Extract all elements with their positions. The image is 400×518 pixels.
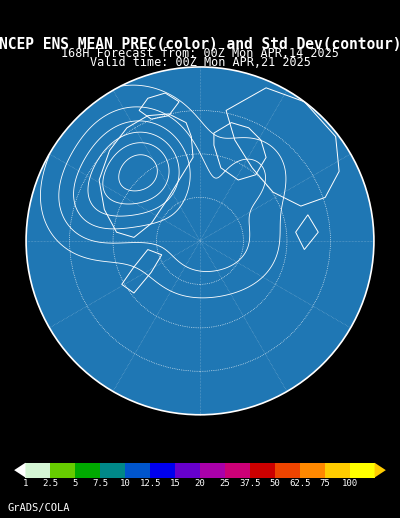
Bar bbox=[50, 463, 75, 478]
Text: 5: 5 bbox=[73, 479, 78, 488]
Bar bbox=[150, 463, 175, 478]
Text: 37.5: 37.5 bbox=[239, 479, 261, 488]
Text: 168H Forecast from: 00Z Mon APR,14 2025: 168H Forecast from: 00Z Mon APR,14 2025 bbox=[61, 48, 339, 61]
Bar bbox=[200, 463, 225, 478]
Bar bbox=[75, 463, 100, 478]
Text: 7.5: 7.5 bbox=[92, 479, 108, 488]
Polygon shape bbox=[374, 463, 386, 478]
Text: 2.5: 2.5 bbox=[42, 479, 58, 488]
Bar bbox=[100, 463, 125, 478]
Bar bbox=[225, 463, 250, 478]
Bar bbox=[275, 463, 300, 478]
Circle shape bbox=[17, 58, 383, 424]
Bar bbox=[350, 463, 374, 478]
Bar bbox=[250, 463, 275, 478]
Text: 20: 20 bbox=[195, 479, 205, 488]
Text: 75: 75 bbox=[319, 479, 330, 488]
Text: 100: 100 bbox=[342, 479, 358, 488]
Text: NCEP ENS MEAN PREC(color) and Std Dev(contour): NCEP ENS MEAN PREC(color) and Std Dev(co… bbox=[0, 37, 400, 52]
Bar bbox=[300, 463, 325, 478]
Text: 10: 10 bbox=[120, 479, 130, 488]
Text: 25: 25 bbox=[220, 479, 230, 488]
Text: 50: 50 bbox=[270, 479, 280, 488]
Text: Valid time: 00Z Mon APR,21 2025: Valid time: 00Z Mon APR,21 2025 bbox=[90, 55, 310, 68]
Bar bbox=[175, 463, 200, 478]
Polygon shape bbox=[14, 463, 26, 478]
Text: 62.5: 62.5 bbox=[289, 479, 310, 488]
Bar bbox=[26, 463, 50, 478]
Bar bbox=[125, 463, 150, 478]
Text: 12.5: 12.5 bbox=[139, 479, 161, 488]
Circle shape bbox=[26, 67, 374, 415]
Text: GrADS/COLA: GrADS/COLA bbox=[8, 502, 70, 513]
Bar bbox=[325, 463, 350, 478]
Text: 1: 1 bbox=[23, 479, 28, 488]
Text: 15: 15 bbox=[170, 479, 180, 488]
